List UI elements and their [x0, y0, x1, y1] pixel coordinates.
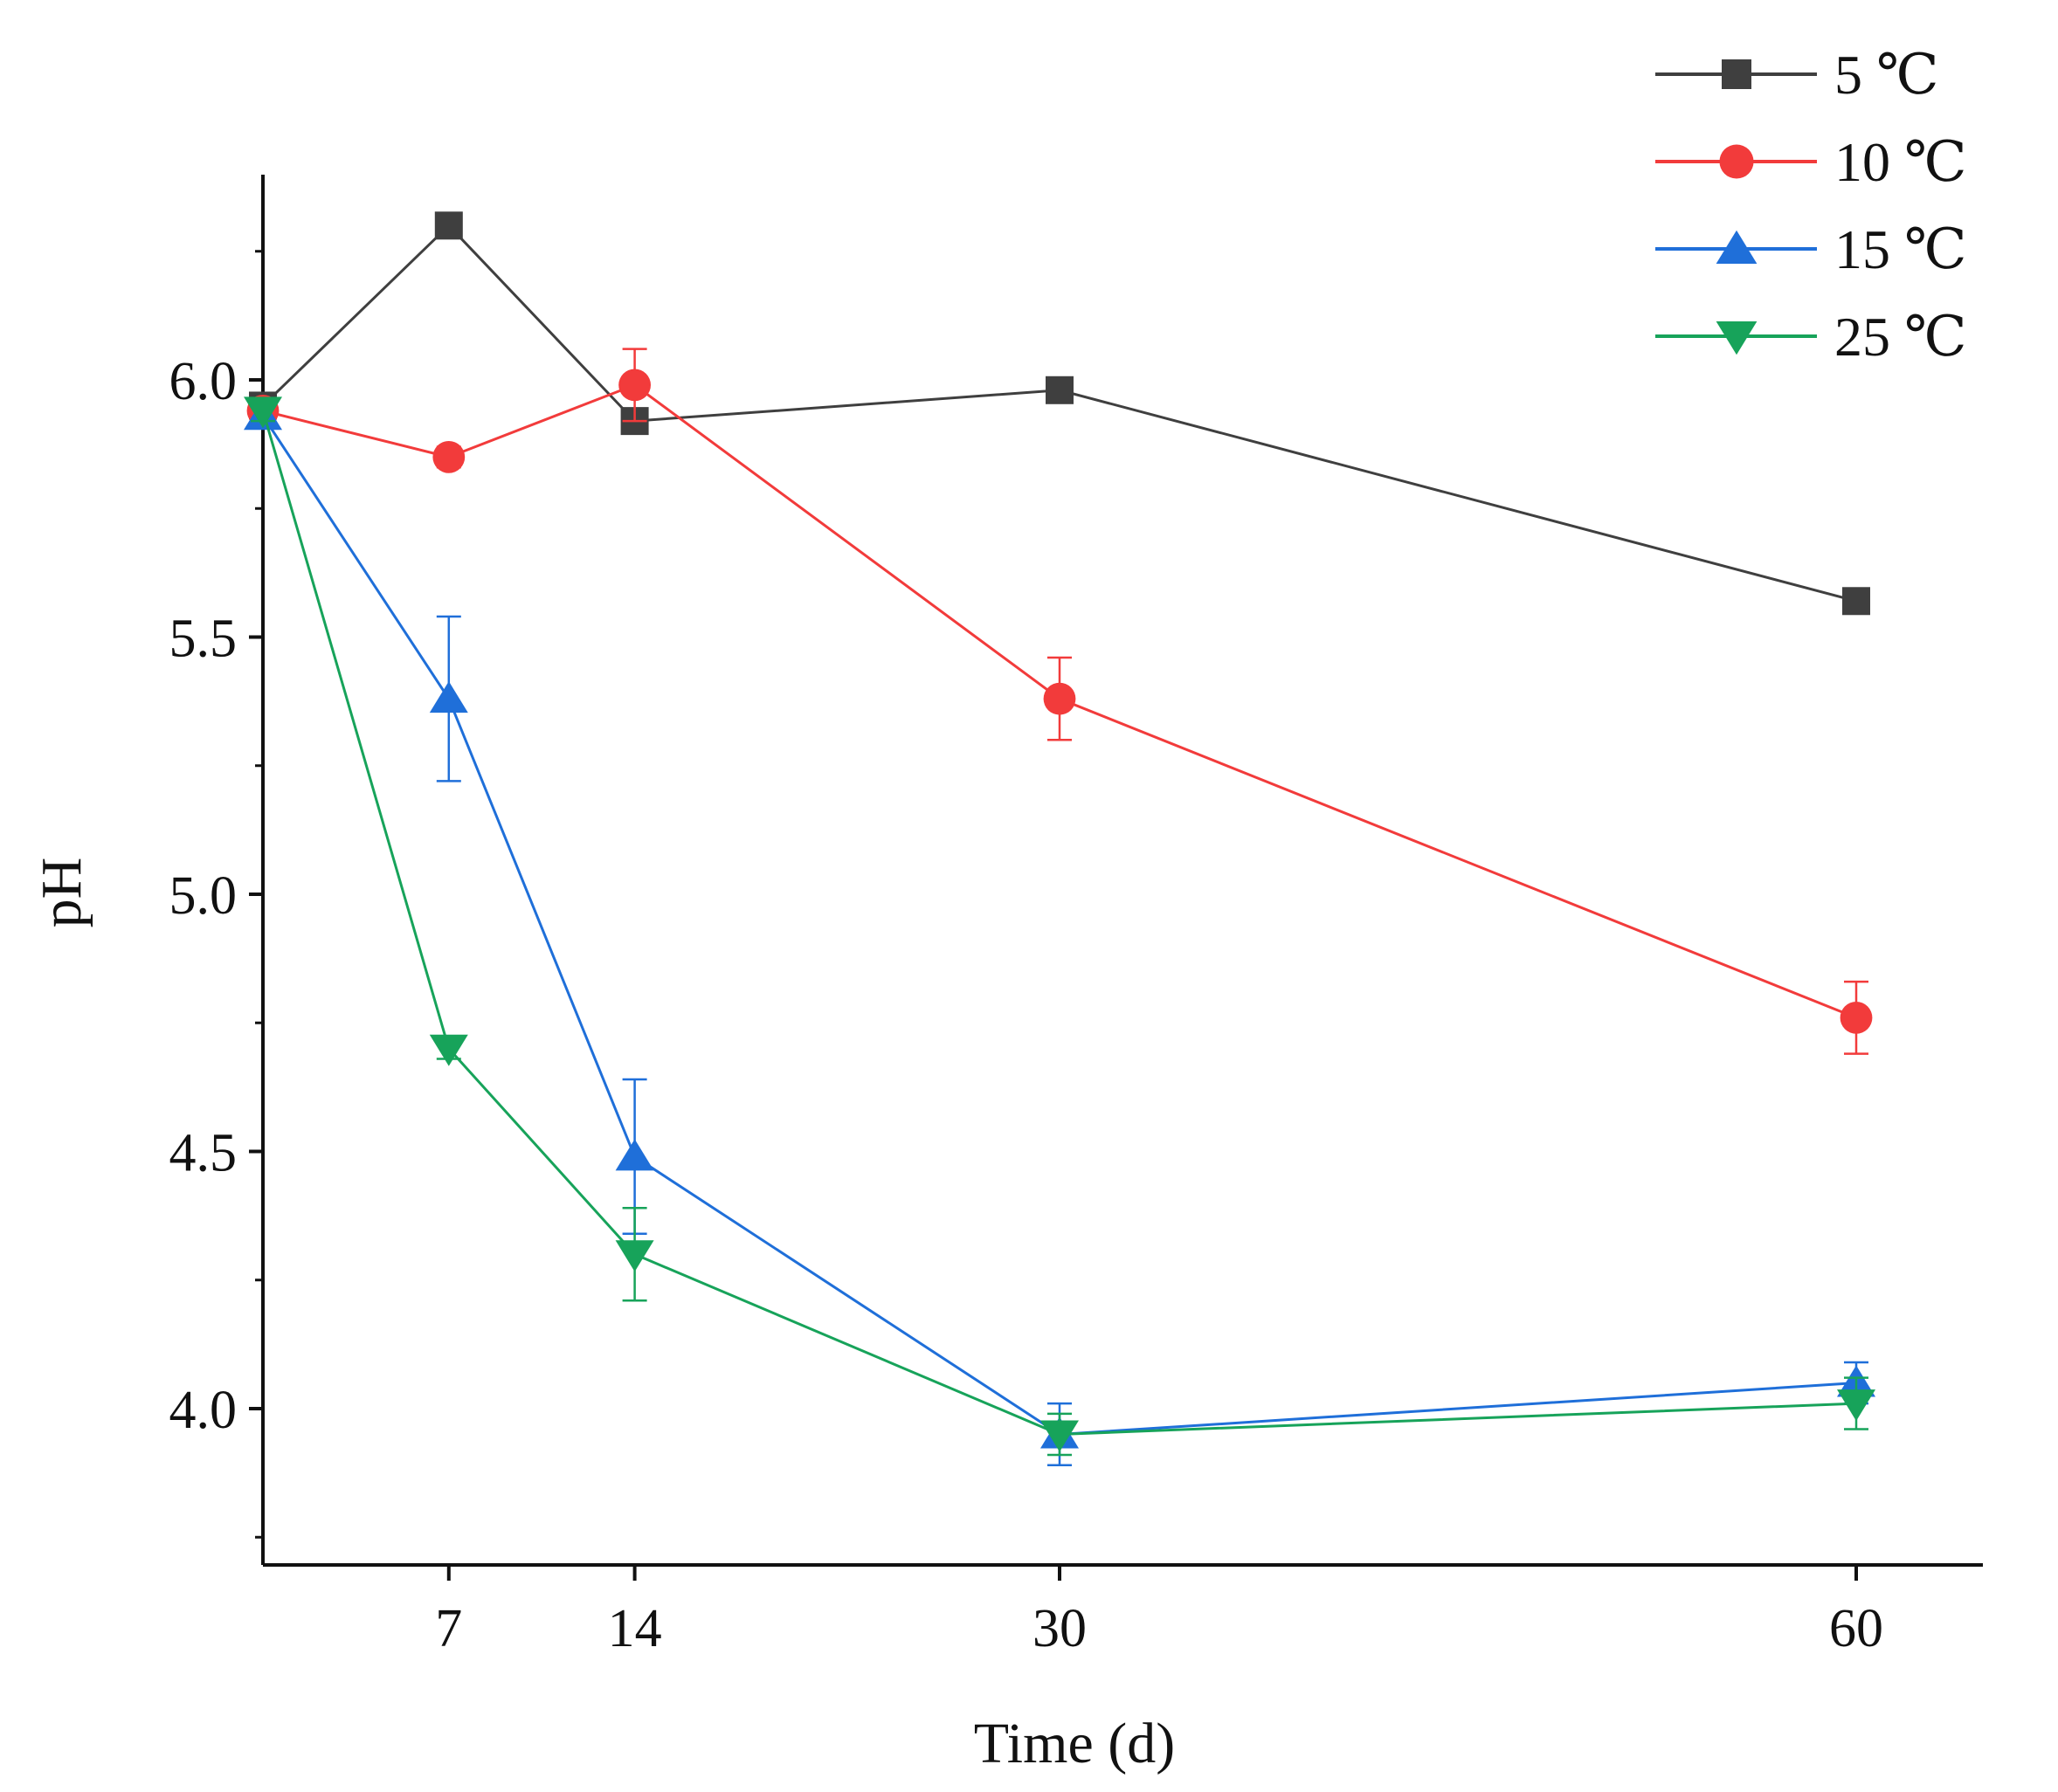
data-point [434, 211, 463, 240]
data-point [618, 369, 651, 402]
data-point [432, 440, 466, 473]
data-point [429, 681, 468, 713]
series-line [261, 224, 1857, 603]
series-line [261, 415, 1857, 1436]
y-tick-label: 5.0 [169, 866, 238, 926]
legend-label: 10 ℃ [1834, 131, 1967, 193]
data-point [1842, 587, 1870, 616]
x-axis-label: Time (d) [974, 1712, 1175, 1775]
legend: 5 ℃ 10 ℃ 15 ℃ 25 ℃ [1655, 44, 1967, 368]
legend-item: 25 ℃ [1655, 306, 1967, 368]
data-point [1040, 1420, 1079, 1452]
legend-item: 15 ℃ [1655, 218, 1967, 280]
legend-label: 25 ℃ [1834, 306, 1967, 368]
x-tick-label: 7 [435, 1599, 462, 1658]
data-point [1837, 1389, 1875, 1422]
x-tick-label: 14 [608, 1599, 662, 1658]
data-point [1043, 682, 1076, 715]
data-point [1840, 1001, 1873, 1034]
data-point [615, 1240, 654, 1272]
y-tick-label: 4.5 [169, 1124, 238, 1183]
x-tick-label: 60 [1829, 1599, 1883, 1658]
y-tick-label: 6.0 [169, 352, 238, 411]
legend-marker [1719, 144, 1754, 179]
x-ticks: 7 14 30 60 [435, 1565, 1883, 1658]
series-4 [244, 396, 1875, 1457]
legend-item: 10 ℃ [1655, 131, 1967, 193]
legend-marker [1716, 230, 1758, 264]
data-point [429, 1034, 468, 1066]
legend-label: 5 ℃ [1834, 44, 1939, 106]
data-point [244, 396, 282, 429]
data-point [615, 1139, 654, 1171]
legend-marker [1722, 59, 1751, 89]
series-layer [244, 211, 1875, 1467]
data-point [1046, 376, 1074, 404]
legend-label: 15 ℃ [1834, 218, 1967, 280]
legend-item: 5 ℃ [1655, 44, 1939, 106]
legend-marker [1716, 321, 1758, 355]
series-2 [246, 348, 1873, 1055]
y-tick-label: 4.0 [169, 1381, 238, 1440]
y-axis-label: pH [30, 858, 93, 928]
y-ticks: 4.0 4.5 5.0 5.5 6.0 [169, 250, 263, 1539]
y-tick-label: 5.5 [169, 610, 238, 669]
series-1 [249, 211, 1870, 616]
series-3 [244, 398, 1875, 1467]
axes [261, 175, 1983, 1567]
x-tick-label: 30 [1032, 1599, 1087, 1658]
